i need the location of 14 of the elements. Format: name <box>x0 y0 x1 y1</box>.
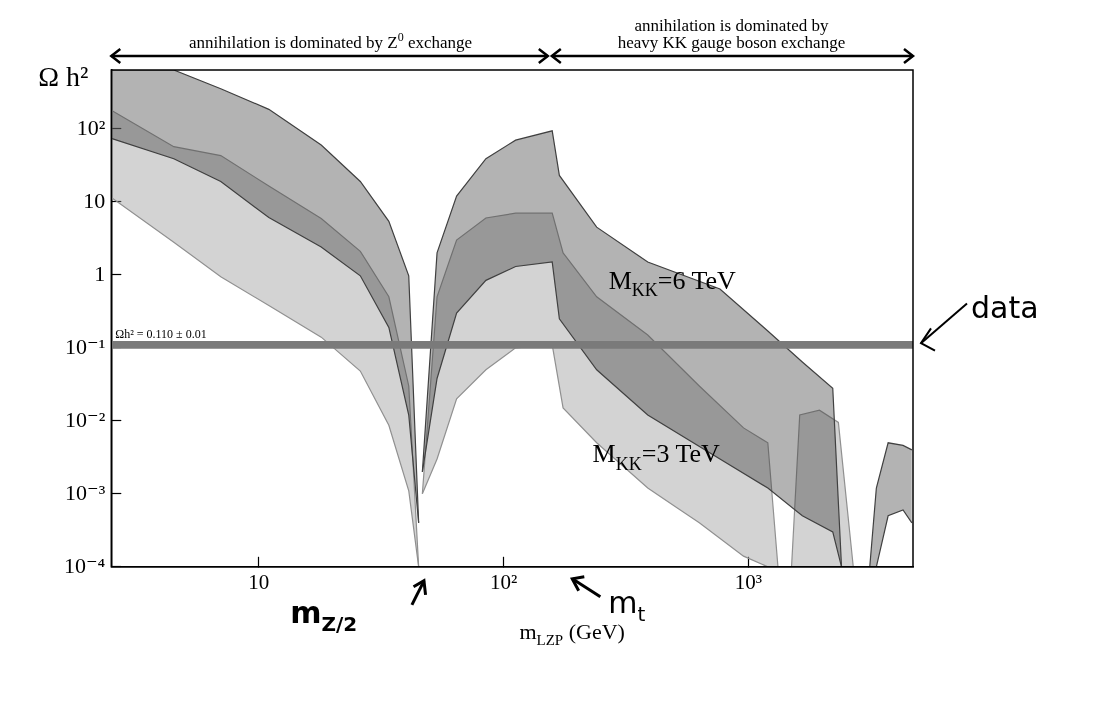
text: data <box>971 290 1039 326</box>
band-label: Ωh² = 0.110 ± 0.01 <box>115 327 207 342</box>
y-tick-label: 10² <box>76 114 106 140</box>
text: annihilation is dominated by heavy KK gauge boson exchange <box>617 16 846 52</box>
x-tick-label: 10² <box>489 569 518 594</box>
y-tick-label: 10⁻¹ <box>65 333 106 359</box>
y-tick-label: 10⁻³ <box>65 479 106 505</box>
y-axis-title: Ω h² <box>38 61 89 92</box>
y-tick-label: 10⁻² <box>65 406 106 432</box>
y-tick-label: 1 <box>94 260 106 286</box>
y-tick-label: 10 <box>83 187 106 213</box>
x-tick-label: 10³ <box>734 569 763 594</box>
y-tick-label: 10⁻⁴ <box>63 552 106 578</box>
x-tick-label: 10 <box>248 569 270 594</box>
